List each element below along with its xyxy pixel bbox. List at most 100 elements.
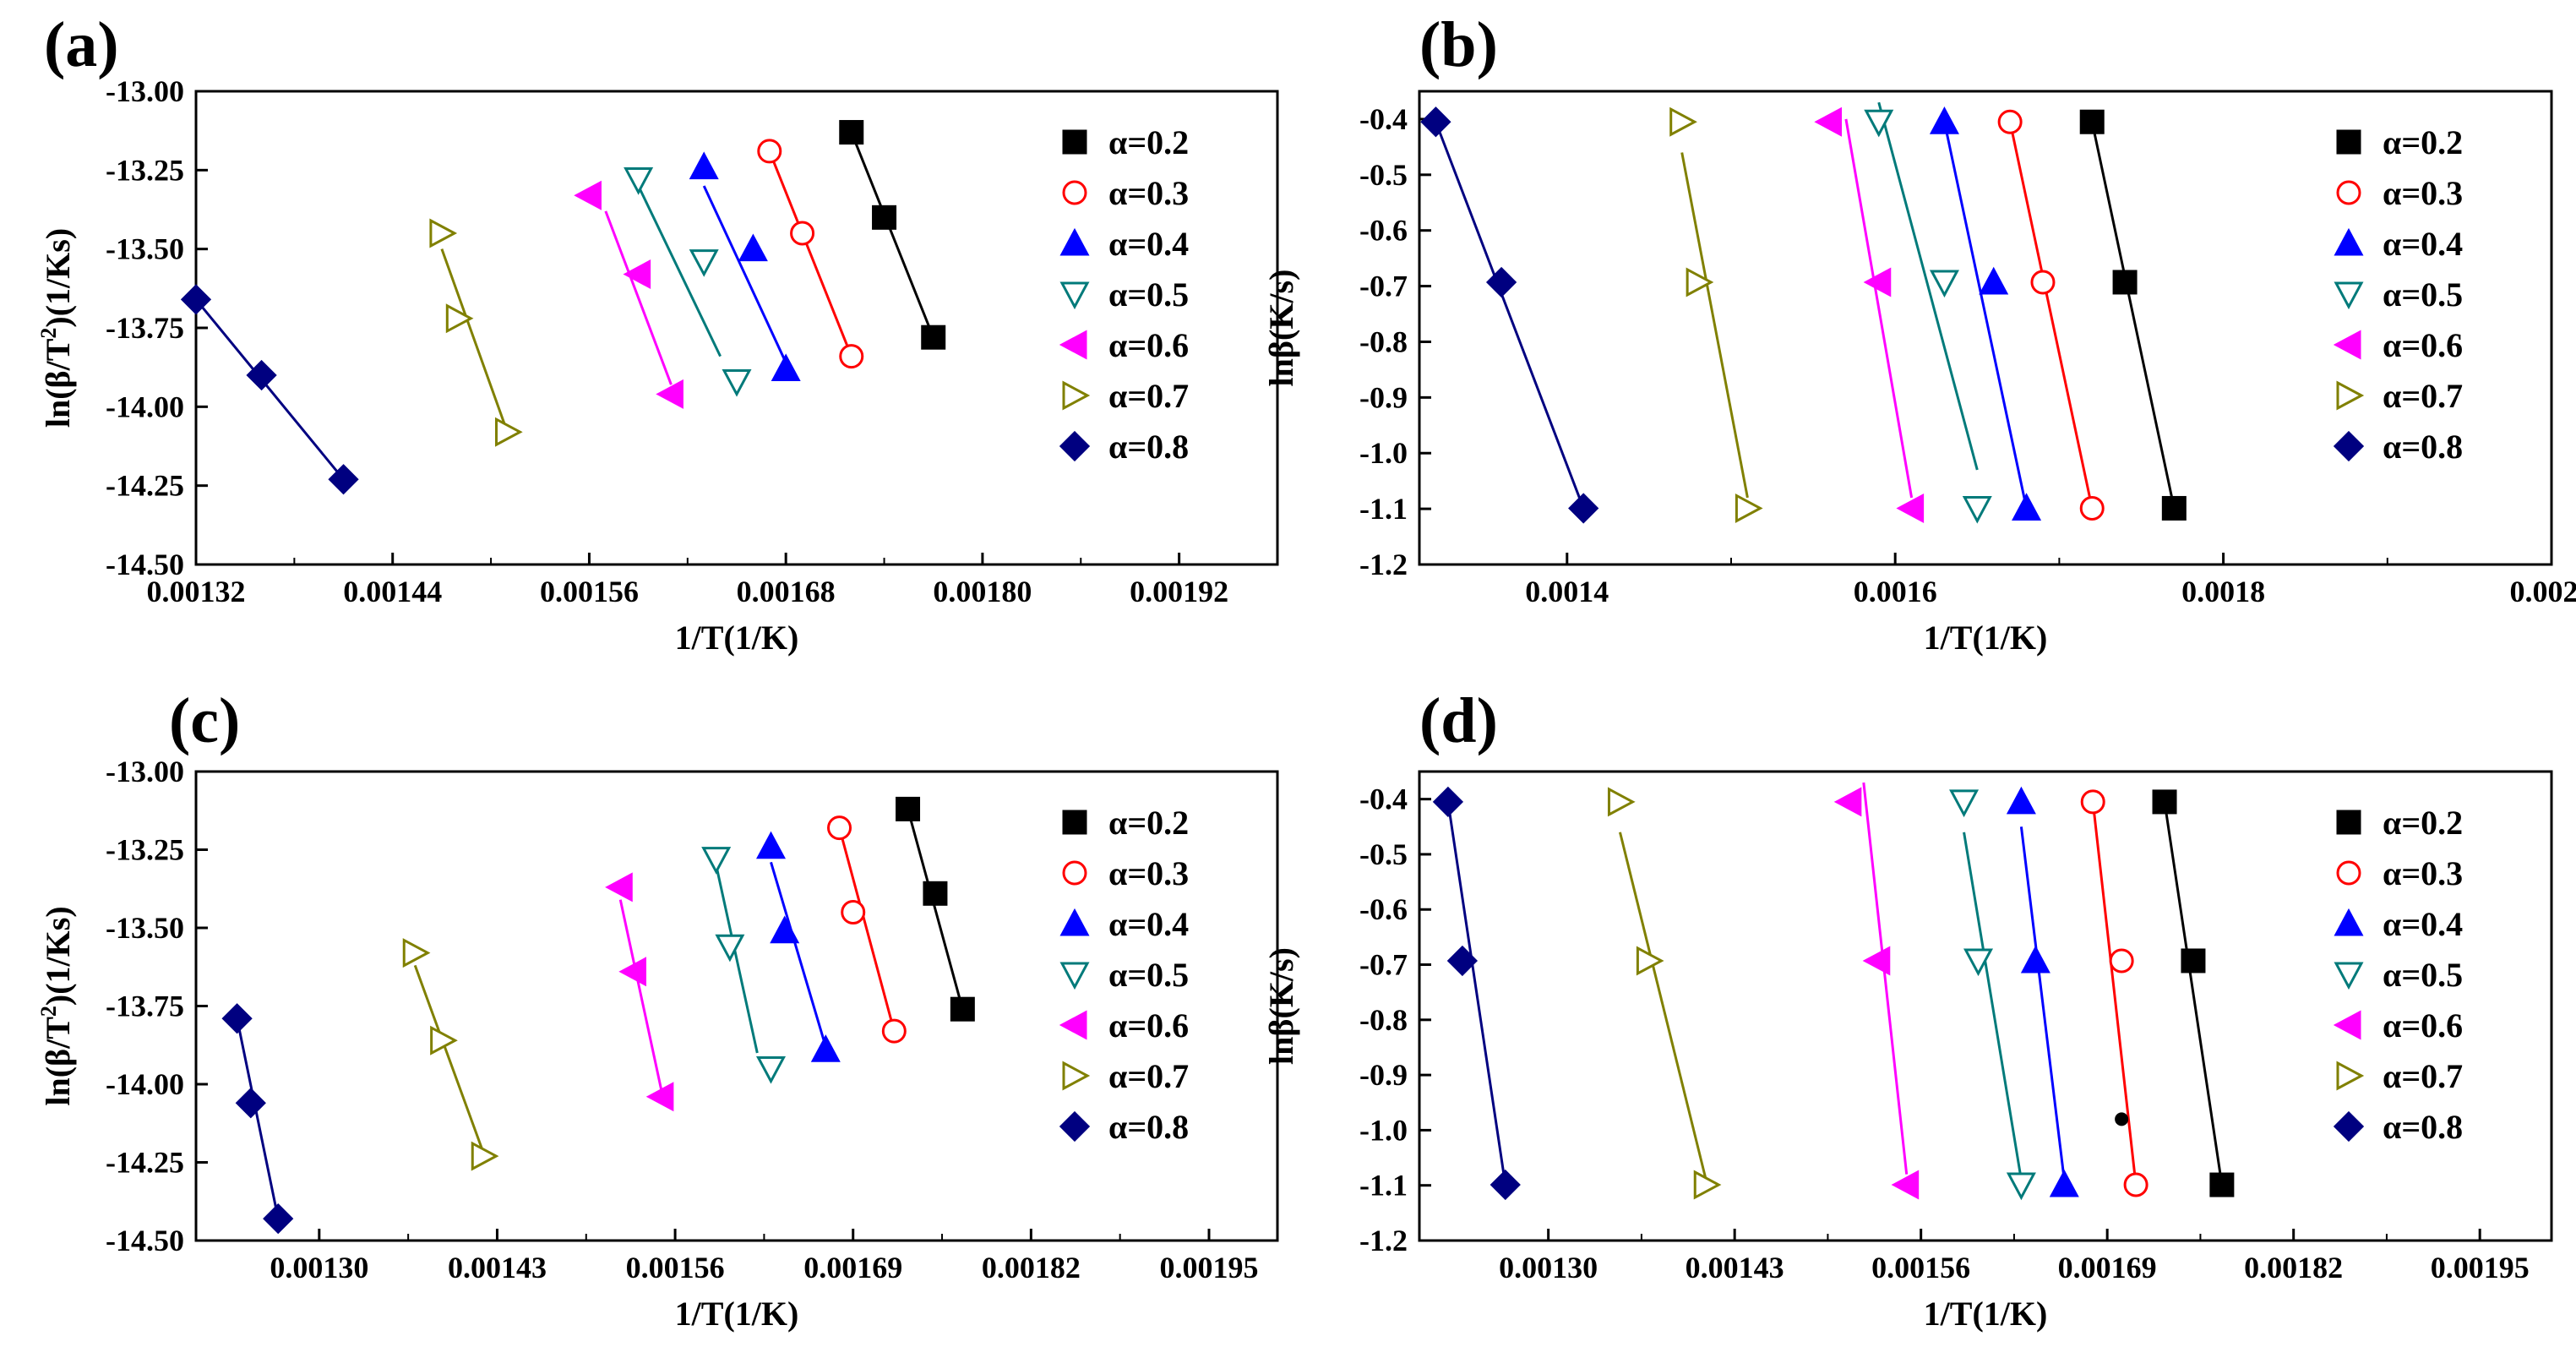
fit-line xyxy=(237,1018,279,1219)
legend-label: α=0.7 xyxy=(2383,377,2463,415)
data-point xyxy=(248,362,275,389)
data-point xyxy=(626,169,651,193)
legend-marker xyxy=(1062,231,1087,254)
x-tick-label: 0.00169 xyxy=(2058,1251,2157,1284)
fit-line xyxy=(840,828,895,1032)
legend-marker xyxy=(2338,131,2360,153)
legend-marker xyxy=(2336,1012,2360,1038)
y-tick-label: -0.9 xyxy=(1359,380,1408,414)
data-point xyxy=(772,919,798,942)
y-tick-label: -0.8 xyxy=(1359,1003,1408,1037)
x-tick-label: 0.0014 xyxy=(1525,575,1609,608)
data-point xyxy=(2110,950,2132,972)
data-point xyxy=(759,1058,784,1082)
series-3 xyxy=(759,834,839,1061)
series-7 xyxy=(1422,108,1597,521)
data-point xyxy=(2211,1174,2233,1196)
x-tick-label: 0.00130 xyxy=(1499,1251,1598,1284)
legend-label: α=0.8 xyxy=(2383,1108,2463,1146)
data-point xyxy=(224,1005,251,1032)
y-tick-label: -1.0 xyxy=(1359,436,1408,470)
y-tick-label: -13.25 xyxy=(106,153,184,187)
data-point xyxy=(607,875,631,900)
data-point xyxy=(924,882,946,904)
y-axis-label-superscript: 2 xyxy=(36,328,61,339)
x-tick-label: 0.00192 xyxy=(1130,575,1228,608)
x-tick-label: 0.00156 xyxy=(540,575,639,608)
legend-marker xyxy=(1064,1063,1087,1088)
x-tick-label: 0.00180 xyxy=(933,575,1032,608)
legend-label: α=0.8 xyxy=(1108,1108,1189,1146)
legend-marker xyxy=(2338,182,2360,204)
series-1 xyxy=(2081,111,2185,519)
data-point xyxy=(1609,789,1632,815)
legend-marker xyxy=(1062,283,1087,307)
series-3 xyxy=(2008,789,2077,1196)
x-axis-label: 1/T(1/K) xyxy=(1924,619,2048,657)
y-tick-label: -1.2 xyxy=(1359,1224,1408,1257)
legend-marker xyxy=(1064,182,1086,204)
data-point xyxy=(773,357,798,380)
series-5 xyxy=(607,875,673,1110)
x-axis-label: 1/T(1/K) xyxy=(675,619,799,657)
legend-label: α=0.3 xyxy=(1108,174,1189,212)
panel-label: (c) xyxy=(169,685,240,756)
fit-line xyxy=(852,133,934,338)
fit-line xyxy=(2093,802,2136,1185)
legend-label: α=0.5 xyxy=(1108,956,1189,994)
legend-label: α=0.2 xyxy=(1108,804,1189,842)
data-point xyxy=(1736,495,1760,521)
y-tick-label: -0.5 xyxy=(1359,837,1408,871)
data-point xyxy=(626,262,650,287)
data-point xyxy=(1865,948,1889,974)
y-tick-label: -1.1 xyxy=(1359,1169,1408,1203)
y-tick-label: -0.5 xyxy=(1359,158,1408,192)
legend-label: α=0.5 xyxy=(2383,275,2463,314)
series-7 xyxy=(182,286,357,493)
x-tick-label: 0.00143 xyxy=(448,1251,547,1284)
fit-line xyxy=(415,965,483,1153)
x-tick-label: 0.00169 xyxy=(803,1251,902,1284)
data-point xyxy=(182,286,210,313)
data-point xyxy=(874,206,896,228)
data-point xyxy=(1449,947,1476,974)
y-axis-label-superscript: 2 xyxy=(36,1006,61,1017)
data-point xyxy=(883,1020,905,1042)
data-point xyxy=(691,251,716,275)
legend-marker xyxy=(2336,283,2361,307)
data-point xyxy=(447,306,471,331)
legend: α=0.2α=0.3α=0.4α=0.5α=0.6α=0.7α=0.8 xyxy=(1061,804,1189,1146)
x-tick-label: 0.00144 xyxy=(343,575,442,608)
y-tick-label: -14.00 xyxy=(106,1067,184,1101)
x-tick-label: 0.00195 xyxy=(1159,1251,1258,1284)
y-tick-label: -13.50 xyxy=(106,911,184,945)
series-6 xyxy=(1609,789,1718,1197)
plot-frame xyxy=(1419,91,2551,564)
legend-label: α=0.7 xyxy=(1108,377,1189,415)
y-tick-label: -0.8 xyxy=(1359,325,1408,358)
legend-marker xyxy=(2335,433,2362,460)
data-point xyxy=(2081,111,2103,133)
panel-label: (b) xyxy=(1419,9,1498,80)
legend-marker xyxy=(1061,1113,1088,1140)
x-tick-label: 0.00168 xyxy=(737,575,836,608)
legend-marker xyxy=(1062,963,1087,987)
y-axis-label: ln(β/T2)(1/Ks) xyxy=(36,906,77,1105)
legend-label: α=0.4 xyxy=(1108,225,1189,263)
data-point xyxy=(1931,109,1957,133)
data-point xyxy=(237,1089,264,1116)
y-axis-label-part: lnβ(K/s) xyxy=(1262,947,1300,1065)
data-point xyxy=(1931,271,1957,295)
legend-label: α=0.2 xyxy=(1108,123,1189,161)
y-tick-label: -13.00 xyxy=(106,755,184,788)
legend-label: α=0.6 xyxy=(2383,326,2463,364)
series-2 xyxy=(759,140,863,368)
legend-label: α=0.5 xyxy=(1108,275,1189,314)
data-point xyxy=(792,222,814,244)
y-tick-label: -0.7 xyxy=(1359,948,1408,982)
data-point xyxy=(1695,1172,1718,1197)
y-axis-label-part: lnβ(K/s) xyxy=(1262,270,1300,387)
legend-marker xyxy=(2336,231,2361,254)
